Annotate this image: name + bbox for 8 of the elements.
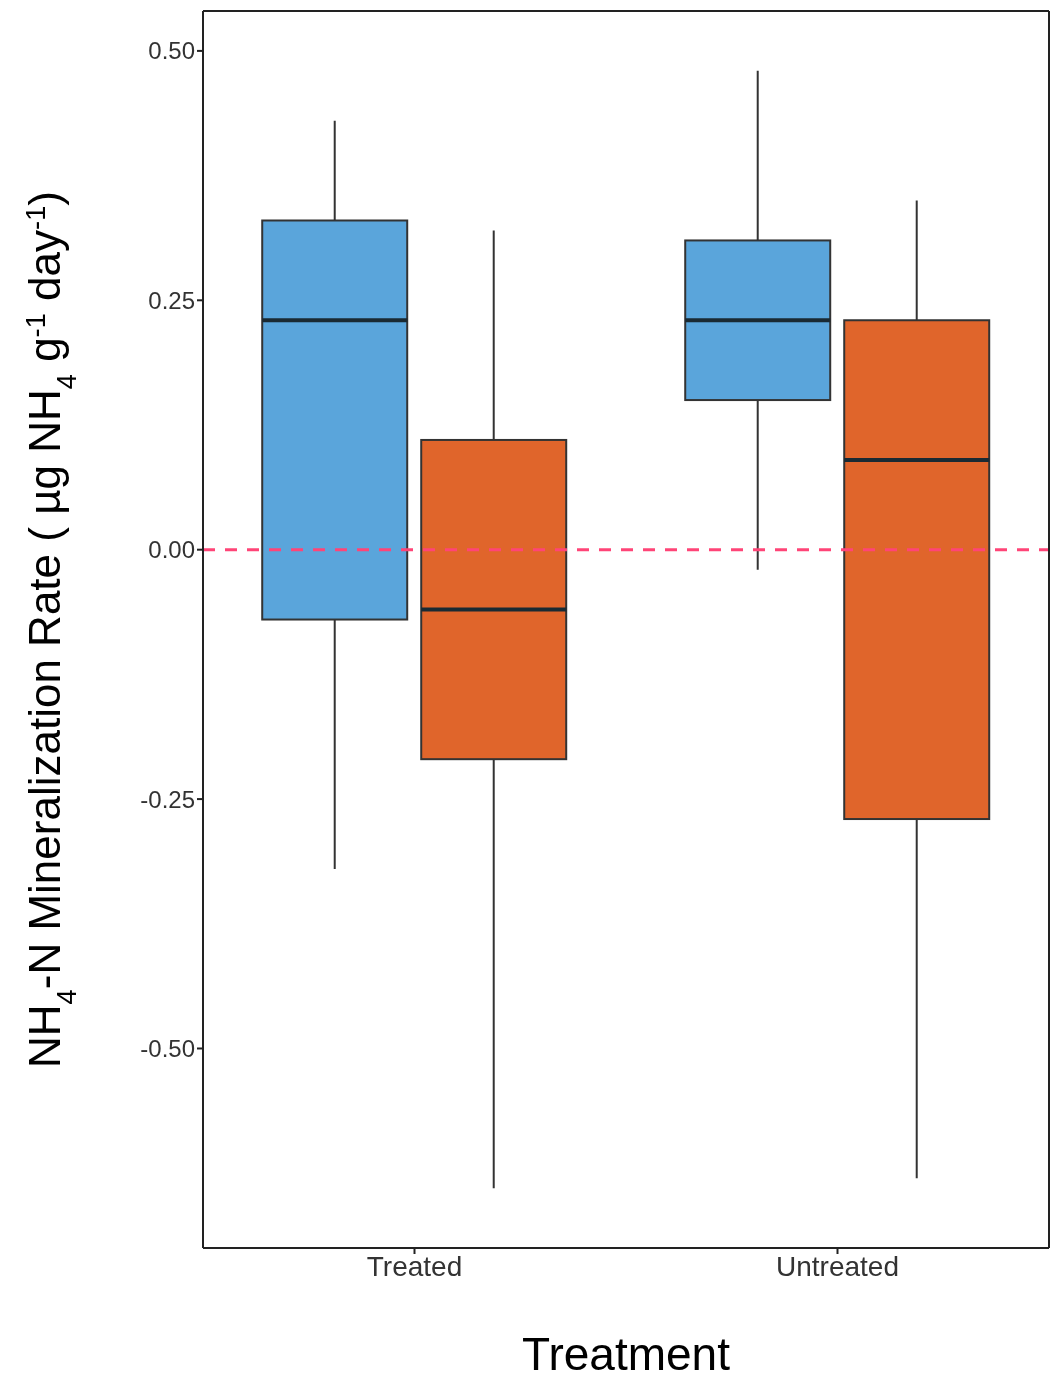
y-tick-label: 0.50 [148, 37, 195, 65]
y-tick-label: -0.25 [140, 785, 195, 813]
y-tick-label: 0.25 [148, 286, 195, 314]
x-tick-label: Treated [366, 1250, 463, 1282]
x-axis-title: Treatment [522, 1328, 731, 1380]
y-tick-label: 0.00 [148, 536, 195, 564]
y-tick-label: -0.50 [140, 1035, 195, 1062]
x-tick-label: Untreated [776, 1250, 899, 1282]
